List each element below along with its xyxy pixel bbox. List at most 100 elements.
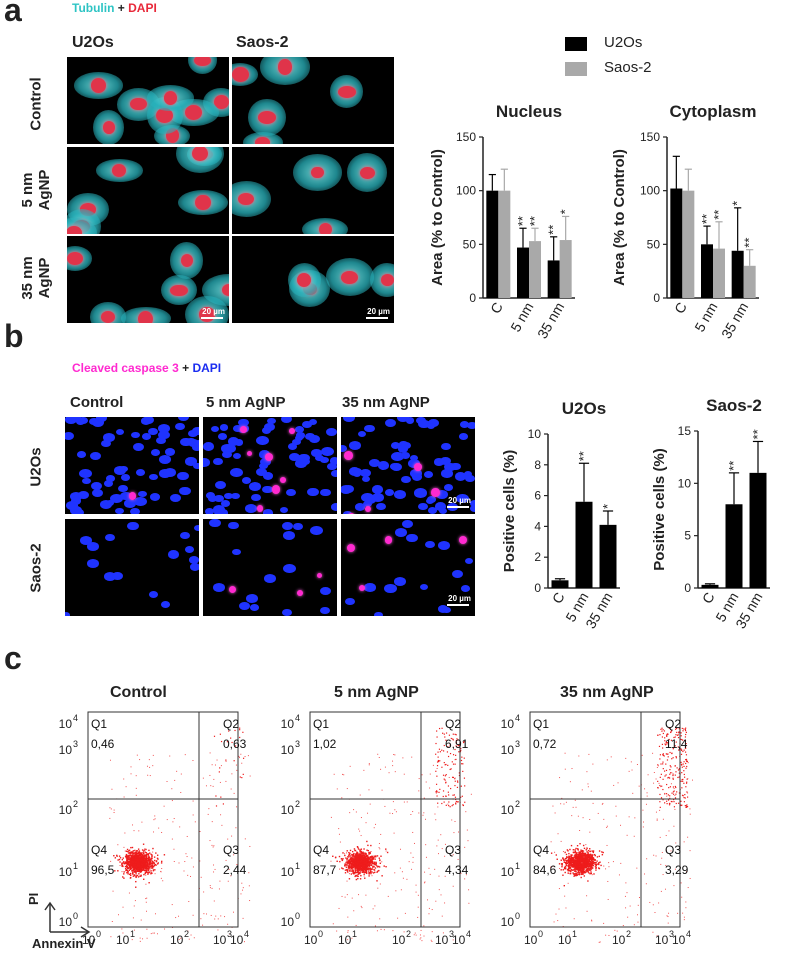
nucleus [308, 418, 318, 425]
event-dot [581, 866, 583, 868]
event-dot [171, 800, 173, 802]
panel-b-label: b [4, 318, 24, 354]
event-dot [125, 865, 128, 867]
event-dot [589, 867, 592, 869]
plus-sign: + [114, 1, 129, 15]
event-dot [143, 864, 145, 866]
event-dot [143, 878, 145, 880]
nucleus [394, 527, 408, 537]
nucleus [341, 485, 353, 494]
event-dot [150, 859, 152, 861]
nucleus [233, 425, 243, 433]
event-dot [138, 858, 141, 860]
event-dot [355, 861, 357, 864]
event-dot [587, 880, 589, 882]
event-dot [209, 752, 211, 754]
nucleus [115, 429, 124, 436]
event-dot [357, 871, 360, 873]
nucleus [238, 418, 249, 427]
event-dot [232, 911, 234, 913]
event-dot [361, 852, 363, 854]
event-dot [413, 934, 415, 936]
event-dot [375, 863, 377, 866]
event-dot [136, 874, 139, 877]
nucleus [79, 468, 92, 478]
event-dot [122, 862, 124, 864]
event-dot [437, 751, 439, 753]
nucleus [238, 193, 254, 206]
event-dot [454, 796, 457, 798]
event-dot [365, 864, 368, 866]
event-dot [675, 793, 677, 795]
event-dot [162, 880, 164, 882]
bar [575, 501, 593, 588]
event-dot [565, 857, 568, 859]
event-dot [121, 864, 124, 867]
event-dot [213, 900, 215, 902]
event-dot [148, 861, 151, 863]
event-dot [431, 909, 433, 911]
event-dot [674, 745, 676, 747]
event-dot [349, 862, 351, 865]
event-dot [361, 907, 363, 909]
caspase-positive-cell [344, 451, 353, 460]
event-dot [445, 763, 447, 766]
event-dot [368, 875, 370, 877]
event-dot [575, 852, 577, 854]
event-dot [362, 858, 364, 861]
event-dot [359, 859, 361, 862]
event-dot [565, 867, 567, 869]
event-dot [145, 864, 147, 867]
nucleus [254, 136, 271, 144]
event-dot [577, 865, 579, 868]
event-dot [356, 851, 358, 853]
event-dot [464, 801, 466, 803]
bar [743, 265, 756, 298]
event-dot [574, 873, 576, 875]
event-dot [684, 728, 686, 730]
event-dot [139, 864, 142, 867]
event-dot [127, 856, 130, 858]
event-dot [354, 865, 356, 867]
event-dot [379, 918, 381, 920]
event-dot [132, 824, 134, 826]
event-dot [587, 854, 589, 856]
event-dot [150, 870, 152, 872]
event-dot [142, 938, 144, 940]
nucleus [280, 417, 292, 424]
event-dot [436, 761, 439, 763]
event-dot [346, 788, 348, 790]
nucleus [217, 433, 227, 440]
event-dot [438, 791, 440, 793]
event-dot [378, 857, 381, 859]
event-dot [373, 869, 376, 871]
event-dot [591, 866, 593, 869]
event-dot [135, 867, 137, 869]
event-dot [154, 815, 156, 817]
event-dot [152, 847, 154, 850]
micrograph-a-r1-c1 [232, 147, 394, 234]
nucleus [440, 442, 451, 450]
event-dot [447, 764, 449, 766]
event-dot [437, 802, 439, 804]
nucleus [460, 585, 470, 593]
event-dot [372, 865, 374, 867]
nucleus [250, 494, 261, 502]
event-dot [138, 864, 141, 866]
event-dot [135, 854, 137, 857]
event-dot [122, 932, 124, 934]
row-header-35nm-line2: AgNP [36, 257, 53, 299]
event-dot [358, 868, 360, 870]
event-dot [150, 857, 152, 860]
event-dot [350, 870, 353, 872]
event-dot [119, 861, 121, 863]
nucleus [426, 422, 436, 429]
nucleus [159, 469, 172, 478]
nucleus [258, 111, 277, 124]
event-dot [572, 872, 574, 874]
event-dot [234, 745, 237, 747]
event-dot [131, 851, 133, 853]
panel-b-stain-legend: Cleaved caspase 3 + DAPI [72, 361, 221, 375]
x-tick-exponent: 3 [449, 929, 454, 939]
